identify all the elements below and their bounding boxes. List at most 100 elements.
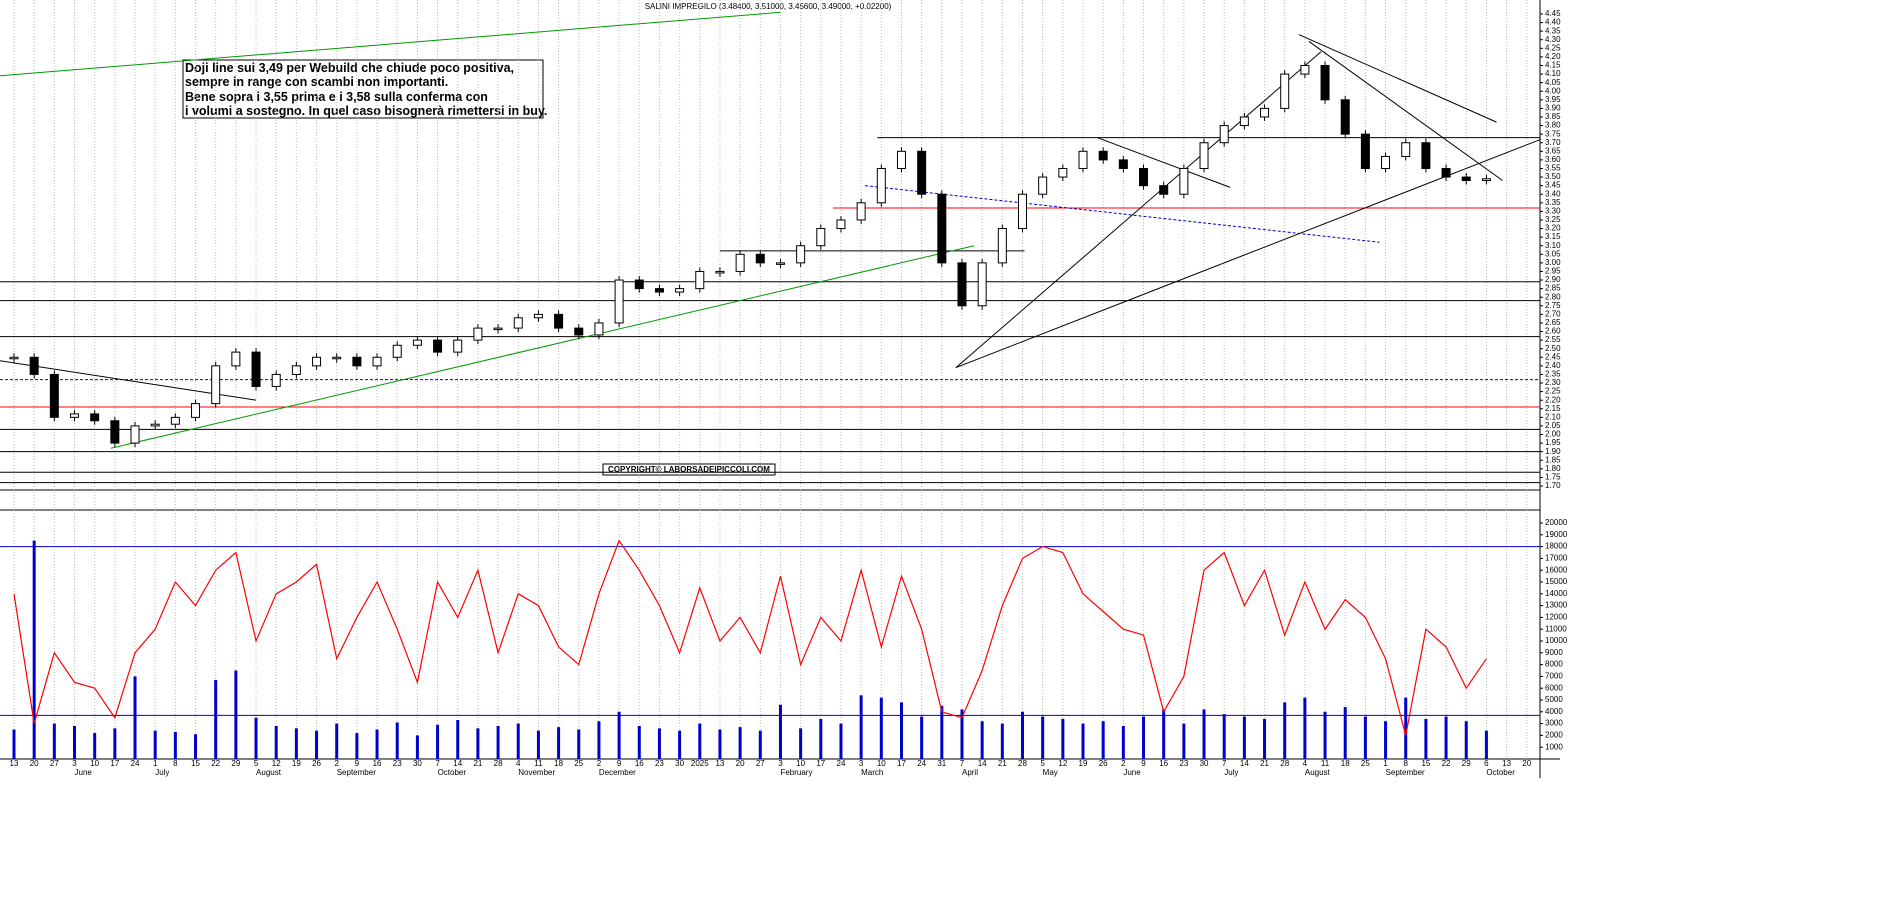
x-tick-label: 2 bbox=[334, 759, 339, 768]
x-tick-label: 2025 bbox=[691, 759, 709, 768]
y2-tick-label: 3000 bbox=[1545, 719, 1563, 728]
y2-tick-label: 5000 bbox=[1545, 695, 1563, 704]
y-tick-label: 4.10 bbox=[1545, 69, 1561, 78]
y-tick-label: 1.75 bbox=[1545, 473, 1561, 482]
candle bbox=[1038, 176, 1048, 195]
volume-bar bbox=[173, 731, 177, 759]
volume-bar bbox=[496, 725, 500, 759]
x-month-label: September bbox=[337, 768, 376, 777]
volume-bar bbox=[1242, 716, 1246, 759]
y2-tick-label: 14000 bbox=[1545, 589, 1568, 598]
y-tick-label: 4.45 bbox=[1545, 9, 1561, 18]
y-tick-label: 4.20 bbox=[1545, 52, 1561, 61]
x-tick-label: 30 bbox=[1200, 759, 1209, 768]
x-tick-label: 29 bbox=[231, 759, 240, 768]
candle bbox=[412, 339, 422, 346]
y-tick-label: 4.15 bbox=[1545, 61, 1561, 70]
candle bbox=[271, 373, 281, 387]
candle bbox=[433, 339, 443, 353]
volume-bar bbox=[960, 709, 964, 759]
x-tick-label: 1 bbox=[153, 759, 158, 768]
x-month-label: February bbox=[780, 768, 812, 777]
volume-bar bbox=[214, 679, 218, 759]
y-tick-label: 2.80 bbox=[1545, 292, 1561, 301]
x-tick-label: 8 bbox=[173, 759, 178, 768]
candle bbox=[1260, 107, 1270, 118]
y-tick-label: 4.35 bbox=[1545, 26, 1561, 35]
candle bbox=[1159, 185, 1169, 195]
y-tick-label: 3.20 bbox=[1545, 224, 1561, 233]
y-tick-label: 2.35 bbox=[1545, 370, 1561, 379]
x-tick-label: 9 bbox=[355, 759, 360, 768]
y-tick-label: 3.10 bbox=[1545, 241, 1561, 250]
x-tick-label: 30 bbox=[675, 759, 684, 768]
candle bbox=[110, 420, 120, 444]
y-tick-label: 3.75 bbox=[1545, 129, 1561, 138]
y2-tick-label: 17000 bbox=[1545, 554, 1568, 563]
candle bbox=[352, 356, 362, 367]
volume-bar bbox=[920, 716, 924, 759]
y2-tick-label: 19000 bbox=[1545, 530, 1568, 539]
chart-title: SALINI IMPREGILO (3.48400, 3.51000, 3.45… bbox=[645, 2, 892, 11]
volume-bar bbox=[516, 723, 520, 759]
y-tick-label: 3.40 bbox=[1545, 189, 1561, 198]
candle bbox=[130, 425, 140, 444]
candle bbox=[29, 356, 39, 375]
x-tick-label: 24 bbox=[917, 759, 926, 768]
x-tick-label: 14 bbox=[1240, 759, 1249, 768]
x-tick-label: 12 bbox=[272, 759, 281, 768]
y2-tick-label: 10000 bbox=[1545, 636, 1568, 645]
x-tick-label: 20 bbox=[30, 759, 39, 768]
volume-bar bbox=[52, 723, 56, 759]
candle bbox=[977, 262, 987, 307]
y-tick-label: 3.05 bbox=[1545, 249, 1561, 258]
candle bbox=[755, 253, 765, 264]
candle bbox=[493, 327, 503, 331]
volume-bar bbox=[698, 723, 702, 759]
candle bbox=[70, 413, 80, 418]
candle bbox=[1441, 167, 1451, 178]
volume-bar bbox=[980, 721, 984, 759]
candle bbox=[997, 228, 1007, 264]
x-tick-label: 24 bbox=[837, 759, 846, 768]
y-tick-label: 2.20 bbox=[1545, 395, 1561, 404]
volume-bar bbox=[557, 727, 561, 759]
y-tick-label: 3.30 bbox=[1545, 206, 1561, 215]
candle bbox=[1139, 167, 1149, 187]
x-tick-label: 4 bbox=[516, 759, 521, 768]
x-tick-label: 20 bbox=[1522, 759, 1531, 768]
volume-bar bbox=[1081, 723, 1085, 759]
y-tick-label: 3.45 bbox=[1545, 181, 1561, 190]
y-tick-label: 3.35 bbox=[1545, 198, 1561, 207]
x-tick-label: 12 bbox=[1058, 759, 1067, 768]
x-tick-label: 17 bbox=[110, 759, 119, 768]
x-tick-label: 4 bbox=[1303, 759, 1308, 768]
x-tick-label: 6 bbox=[1484, 759, 1489, 768]
x-tick-label: 26 bbox=[1099, 759, 1108, 768]
y-tick-label: 1.70 bbox=[1545, 481, 1561, 490]
candle bbox=[1219, 125, 1229, 144]
y-tick-label: 3.50 bbox=[1545, 172, 1561, 181]
volume-bar bbox=[355, 733, 359, 759]
candle bbox=[654, 288, 664, 293]
volume-bar bbox=[899, 702, 903, 759]
volume-bar bbox=[1343, 707, 1347, 759]
x-tick-label: 9 bbox=[617, 759, 622, 768]
copyright-box bbox=[602, 463, 776, 476]
trend-line bbox=[1096, 137, 1231, 188]
x-tick-label: 22 bbox=[1442, 759, 1451, 768]
x-tick-label: 5 bbox=[254, 759, 259, 768]
y-tick-label: 3.00 bbox=[1545, 258, 1561, 267]
volume-bar bbox=[274, 725, 278, 759]
x-tick-label: 26 bbox=[312, 759, 321, 768]
candle bbox=[957, 262, 967, 307]
candle bbox=[796, 245, 806, 264]
x-tick-label: 9 bbox=[1141, 759, 1146, 768]
candle bbox=[896, 150, 906, 169]
x-month-label: April bbox=[962, 768, 978, 777]
x-tick-label: 10 bbox=[877, 759, 886, 768]
volume-bar bbox=[1182, 723, 1186, 759]
volume-bar bbox=[738, 727, 742, 759]
x-month-label: June bbox=[75, 768, 93, 777]
candle bbox=[453, 339, 463, 353]
